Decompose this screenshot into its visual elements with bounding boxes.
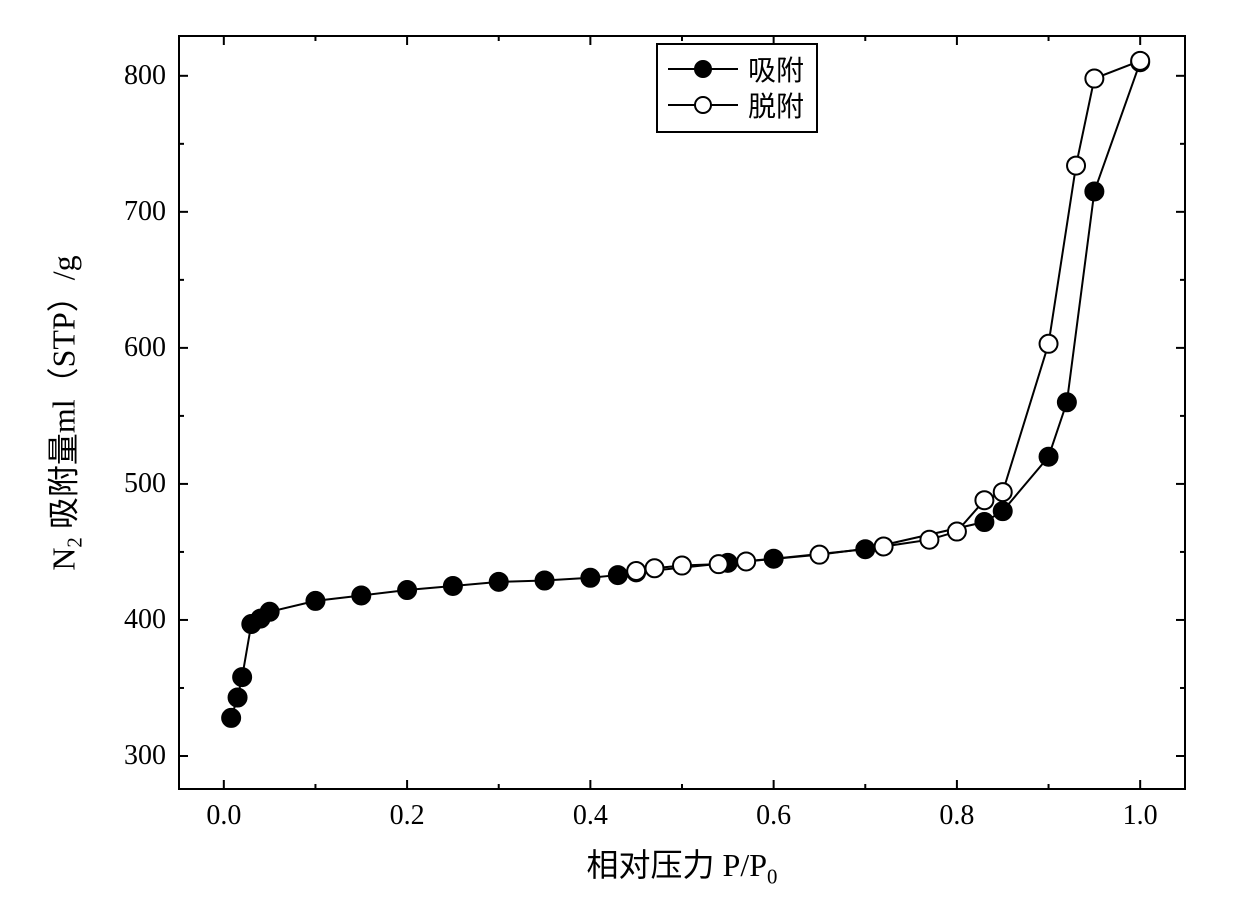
x-tick-label: 0.4 xyxy=(573,800,608,832)
series-marker-desorption xyxy=(1131,52,1149,70)
series-line-adsorption xyxy=(231,62,1140,718)
legend: 吸附 脱附 xyxy=(656,43,818,133)
series-marker-adsorption xyxy=(1058,393,1076,411)
series-marker-desorption xyxy=(1067,157,1085,175)
legend-label-desorption: 脱附 xyxy=(748,85,804,125)
series-marker-adsorption xyxy=(306,592,324,610)
series-marker-adsorption xyxy=(222,709,240,727)
series-marker-desorption xyxy=(948,523,966,541)
series-marker-desorption xyxy=(737,552,755,570)
x-axis-label: 相对压力 P/P0 xyxy=(587,840,778,889)
series-marker-adsorption xyxy=(581,569,599,587)
series-marker-adsorption xyxy=(233,668,251,686)
figure: 0.0 0.2 0.4 0.6 0.8 1.0 300 400 500 600 700 800 相对压… xyxy=(0,0,1240,918)
series-marker-desorption xyxy=(810,546,828,564)
series-marker-desorption xyxy=(646,559,664,577)
legend-swatch-desorption xyxy=(668,93,738,117)
x-tick-label: 0.8 xyxy=(939,800,974,832)
series-line-desorption xyxy=(636,61,1140,571)
series-marker-adsorption xyxy=(229,688,247,706)
y-tick-label: 500 xyxy=(124,468,166,500)
y-tick-label: 300 xyxy=(124,740,166,772)
series-marker-adsorption xyxy=(1040,448,1058,466)
chart-svg xyxy=(0,0,1240,918)
series-marker-desorption xyxy=(627,562,645,580)
series-marker-adsorption xyxy=(1085,182,1103,200)
series-marker-adsorption xyxy=(352,586,370,604)
series-marker-desorption xyxy=(994,483,1012,501)
series-marker-desorption xyxy=(920,531,938,549)
series-marker-desorption xyxy=(710,555,728,573)
legend-item-desorption: 脱附 xyxy=(668,87,804,123)
x-tick-label: 0.0 xyxy=(206,800,241,832)
legend-label-adsorption: 吸附 xyxy=(748,49,804,89)
series-marker-adsorption xyxy=(536,572,554,590)
x-tick-label: 1.0 xyxy=(1123,800,1158,832)
y-tick-label: 600 xyxy=(124,332,166,364)
series-marker-adsorption xyxy=(609,566,627,584)
series-marker-adsorption xyxy=(490,573,508,591)
series-marker-desorption xyxy=(875,537,893,555)
series-marker-adsorption xyxy=(994,502,1012,520)
series-marker-desorption xyxy=(1040,335,1058,353)
y-tick-label: 700 xyxy=(124,196,166,228)
series-marker-adsorption xyxy=(261,603,279,621)
legend-item-adsorption: 吸附 xyxy=(668,51,804,87)
series-marker-desorption xyxy=(673,557,691,575)
legend-swatch-adsorption xyxy=(668,57,738,81)
y-tick-label: 800 xyxy=(124,60,166,92)
series-marker-adsorption xyxy=(398,581,416,599)
series-marker-desorption xyxy=(975,491,993,509)
y-tick-label: 400 xyxy=(124,604,166,636)
y-axis-label: N2 吸附量ml（STP）/g xyxy=(38,255,87,570)
series-marker-adsorption xyxy=(975,513,993,531)
x-tick-label: 0.6 xyxy=(756,800,791,832)
series-marker-desorption xyxy=(1085,70,1103,88)
x-tick-label: 0.2 xyxy=(390,800,425,832)
series-marker-adsorption xyxy=(444,577,462,595)
